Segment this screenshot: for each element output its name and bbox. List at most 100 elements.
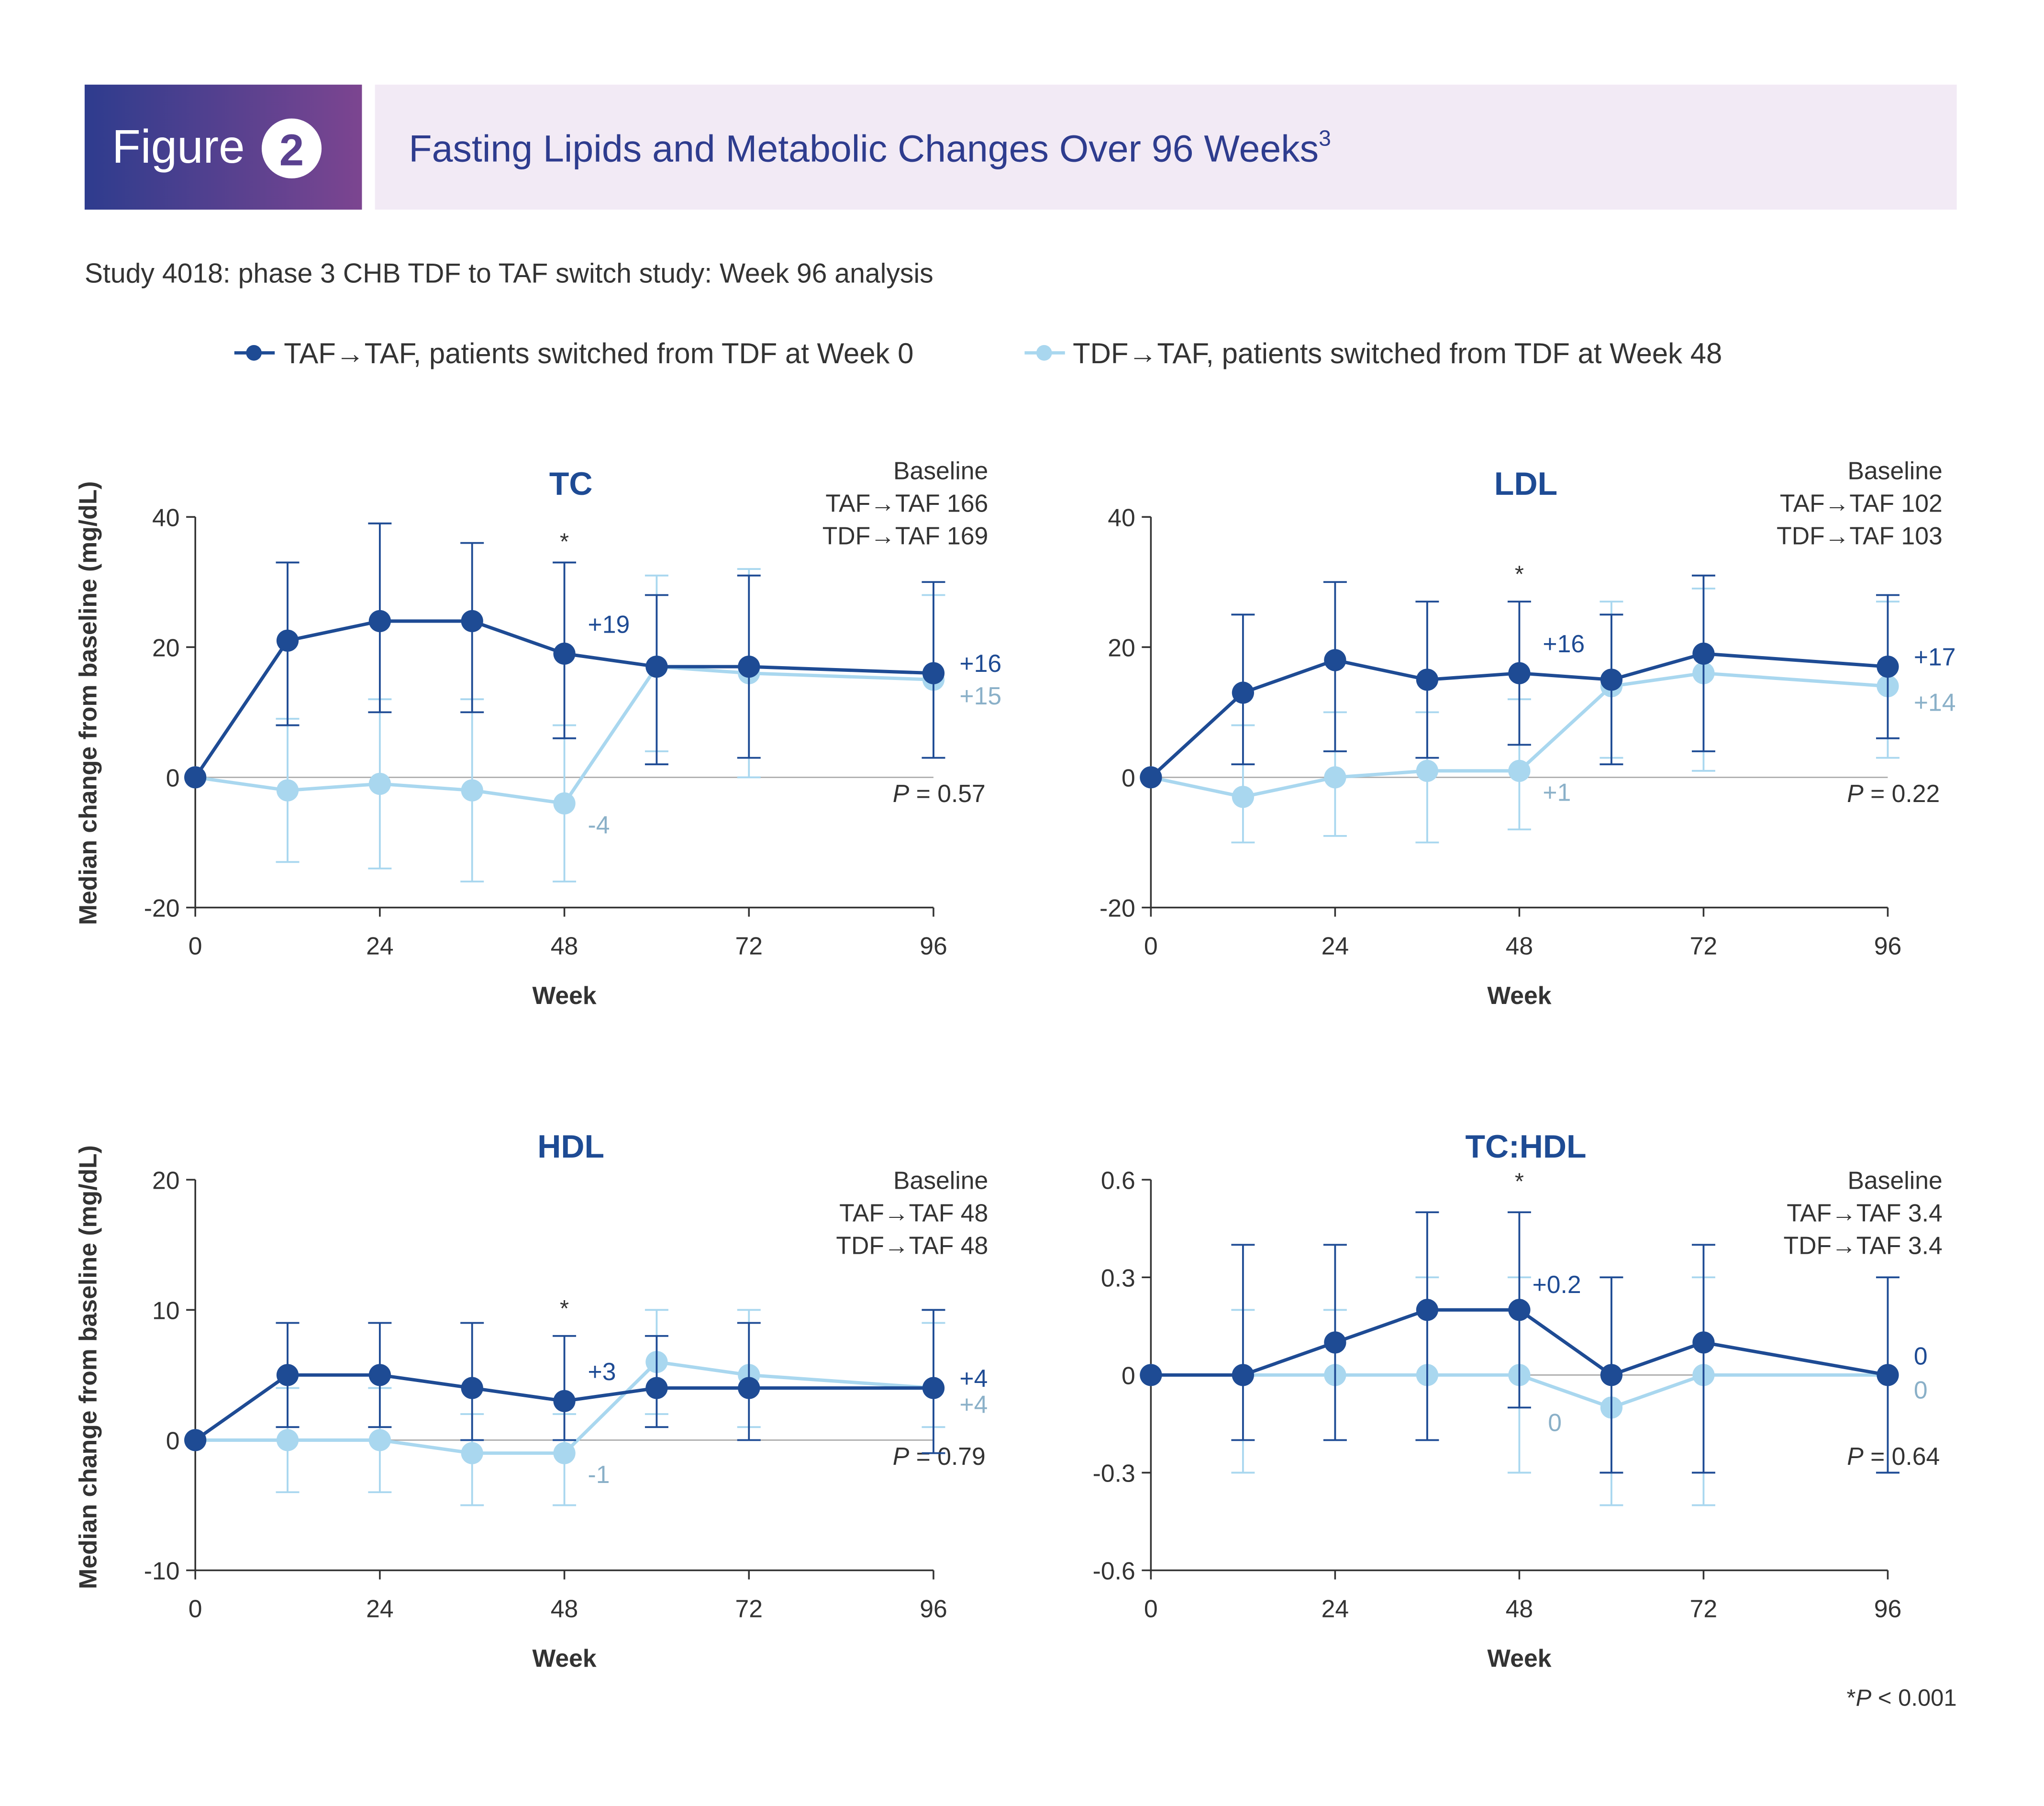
data-point <box>461 1377 483 1399</box>
x-tick-label: 72 <box>735 932 763 959</box>
legend: TAF→TAF, patients switched from TDF at W… <box>234 337 1722 369</box>
legend-item-tdf-taf: TDF→TAF, patients switched from TDF at W… <box>1024 337 1722 369</box>
series-taf-taf <box>1140 1211 1900 1474</box>
panel-hdl: HDL Median change from baseline (mg/dL) We… <box>74 1128 988 1672</box>
x-tick-label: 72 <box>1690 932 1717 959</box>
value-label: +16 <box>959 649 1001 677</box>
series-line <box>194 1373 933 1442</box>
y-tick-label: 20 <box>152 634 180 661</box>
value-label: -4 <box>588 811 610 838</box>
series-line <box>1149 652 1888 779</box>
data-point <box>738 656 760 678</box>
value-label: +19 <box>588 610 630 638</box>
y-tick-label: -10 <box>144 1557 180 1585</box>
value-label: +0.2 <box>1533 1271 1581 1298</box>
data-point <box>184 1429 207 1451</box>
p-value: P = 0.79 <box>893 1442 986 1470</box>
y-tick-label: 0 <box>1122 1361 1135 1389</box>
y-tick-label: -0.3 <box>1093 1459 1135 1487</box>
value-label: +14 <box>1914 689 1956 716</box>
y-tick-label: 0.3 <box>1101 1264 1135 1292</box>
data-point <box>1416 759 1439 782</box>
value-label: +1 <box>1543 778 1571 806</box>
y-tick-label: -20 <box>144 894 180 922</box>
x-tick-label: 72 <box>735 1594 763 1622</box>
data-point <box>553 1390 576 1412</box>
baseline-heading: Baseline <box>893 1166 988 1194</box>
significance-star: * <box>560 529 569 555</box>
x-tick-label: 72 <box>1690 1594 1717 1622</box>
x-tick-label: 24 <box>366 932 394 959</box>
significance-star: * <box>1515 1169 1524 1195</box>
data-point <box>368 1364 391 1386</box>
value-label: +16 <box>1543 630 1585 658</box>
data-point <box>1140 766 1162 789</box>
footnote: *P < 0.001 <box>1847 1685 1957 1711</box>
data-point <box>645 656 668 678</box>
significance-star: * <box>560 1296 569 1322</box>
y-tick-label: -0.6 <box>1093 1557 1135 1585</box>
figure-title-superscript: 3 <box>1319 126 1331 151</box>
footnote-p: P <box>1856 1685 1872 1711</box>
legend-marker-light <box>1036 345 1052 361</box>
p-value-symbol: P <box>893 780 910 807</box>
x-axis-label: Week <box>1487 1644 1551 1672</box>
value-label: 0 <box>1914 1376 1928 1404</box>
data-point <box>276 629 299 652</box>
x-tick-label: 48 <box>1506 1594 1533 1622</box>
series-line <box>195 1360 934 1455</box>
p-value: P = 0.22 <box>1847 780 1940 807</box>
y-tick-label: 40 <box>152 503 180 531</box>
baseline-heading: Baseline <box>1847 457 1942 484</box>
data-point <box>276 779 299 802</box>
series-line <box>194 619 934 779</box>
data-point <box>1232 1364 1255 1386</box>
data-point <box>553 1442 576 1464</box>
value-label: +3 <box>588 1358 616 1385</box>
p-value-symbol: P <box>1847 1442 1864 1470</box>
figure-number-circle <box>261 118 322 178</box>
value-label: +4 <box>959 1364 988 1392</box>
data-point <box>1232 786 1255 808</box>
baseline-row: TDF→TAF 3.4 <box>1784 1231 1943 1259</box>
x-tick-label: 96 <box>1874 1594 1902 1622</box>
x-tick-label: 48 <box>551 1594 578 1622</box>
data-point <box>1324 649 1346 671</box>
data-point <box>1877 656 1899 678</box>
legend-label-tdf-taf: TDF→TAF, patients switched from TDF at W… <box>1073 337 1722 369</box>
data-point <box>461 1442 483 1464</box>
baseline-row: TDF→TAF 169 <box>822 522 989 549</box>
baseline-row: TAF→TAF 102 <box>1780 489 1943 517</box>
data-point <box>276 1429 299 1451</box>
panel-tc-hdl: TC:HDL Week -0.6 -0.3 0 0.3 0.6 0 24 48 72 96 Baseli… <box>1093 1128 1943 1672</box>
y-tick-label: 10 <box>152 1296 180 1324</box>
x-tick-label: 48 <box>551 932 578 959</box>
x-tick-label: 96 <box>1874 932 1902 959</box>
figure-title-text: Fasting Lipids and Metabolic Changes Ove… <box>409 127 1319 169</box>
data-point <box>1692 642 1715 665</box>
figure-header: Figure 2 Fasting Lipids and Metabolic Ch… <box>84 84 1957 289</box>
p-value-text: = 0.64 <box>1864 1442 1940 1470</box>
baseline-row: TDF→TAF 48 <box>836 1231 988 1259</box>
y-tick-label: 20 <box>152 1166 180 1194</box>
figure-title-band <box>375 84 1957 210</box>
x-tick-label: 0 <box>189 932 202 959</box>
data-point <box>553 792 576 814</box>
legend-item-taf-taf: TAF→TAF, patients switched from TDF at W… <box>234 337 913 369</box>
baseline-row: TAF→TAF 3.4 <box>1787 1199 1942 1226</box>
data-point <box>368 1429 391 1451</box>
legend-label-taf-taf: TAF→TAF, patients switched from TDF at W… <box>284 337 913 369</box>
data-point <box>461 779 483 802</box>
data-point <box>368 772 391 795</box>
x-axis-label: Week <box>533 981 597 1009</box>
value-label: 0 <box>1914 1342 1928 1370</box>
p-value-text: = 0.79 <box>909 1442 986 1470</box>
data-point <box>1508 759 1531 782</box>
figure-title: Fasting Lipids and Metabolic Changes Ove… <box>409 126 1331 170</box>
y-tick-label: 0 <box>166 1427 180 1454</box>
y-tick-label: 40 <box>1108 503 1135 531</box>
baseline-heading: Baseline <box>1847 1166 1942 1194</box>
p-value: P = 0.64 <box>1847 1442 1940 1470</box>
data-point <box>184 766 207 789</box>
